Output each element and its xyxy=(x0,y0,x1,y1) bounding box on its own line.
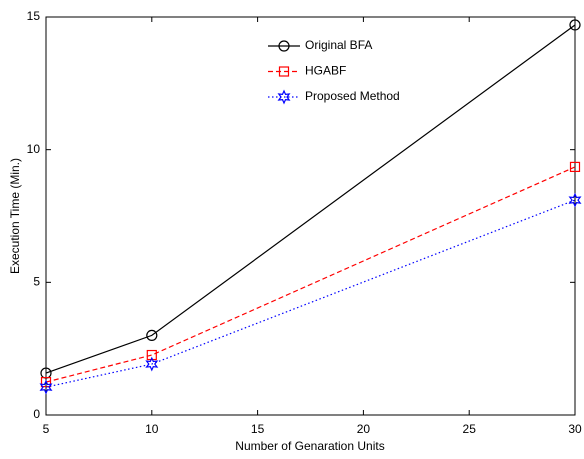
data-marker xyxy=(145,356,159,372)
series-line xyxy=(45,166,576,383)
data-marker xyxy=(146,329,158,341)
legend-label: HGABF xyxy=(305,64,346,78)
y-axis-label: Execution Time (Min.) xyxy=(8,158,22,274)
y-tick-label: 10 xyxy=(27,142,41,156)
series-line xyxy=(45,24,576,374)
data-marker xyxy=(568,192,582,208)
data-marker xyxy=(39,379,53,395)
y-tick-label: 15 xyxy=(27,9,41,23)
data-marker xyxy=(569,161,581,173)
legend-marker xyxy=(278,66,290,77)
x-tick-label: 20 xyxy=(357,422,371,436)
x-axis-label: Number of Genaration Units xyxy=(235,439,384,453)
legend-marker xyxy=(278,40,290,52)
legend-label: Proposed Method xyxy=(305,89,400,103)
legend-marker xyxy=(277,89,291,105)
plot-frame xyxy=(45,16,576,416)
x-tick-label: 15 xyxy=(251,422,265,436)
y-tick-label: 0 xyxy=(33,407,40,421)
series-line xyxy=(45,199,576,388)
x-tick-label: 10 xyxy=(145,422,159,436)
x-tick-label: 25 xyxy=(463,422,477,436)
data-marker xyxy=(569,19,581,31)
y-tick-label: 5 xyxy=(33,275,40,289)
x-tick-label: 5 xyxy=(43,422,50,436)
x-tick-label: 30 xyxy=(568,422,582,436)
legend-label: Original BFA xyxy=(305,38,372,52)
